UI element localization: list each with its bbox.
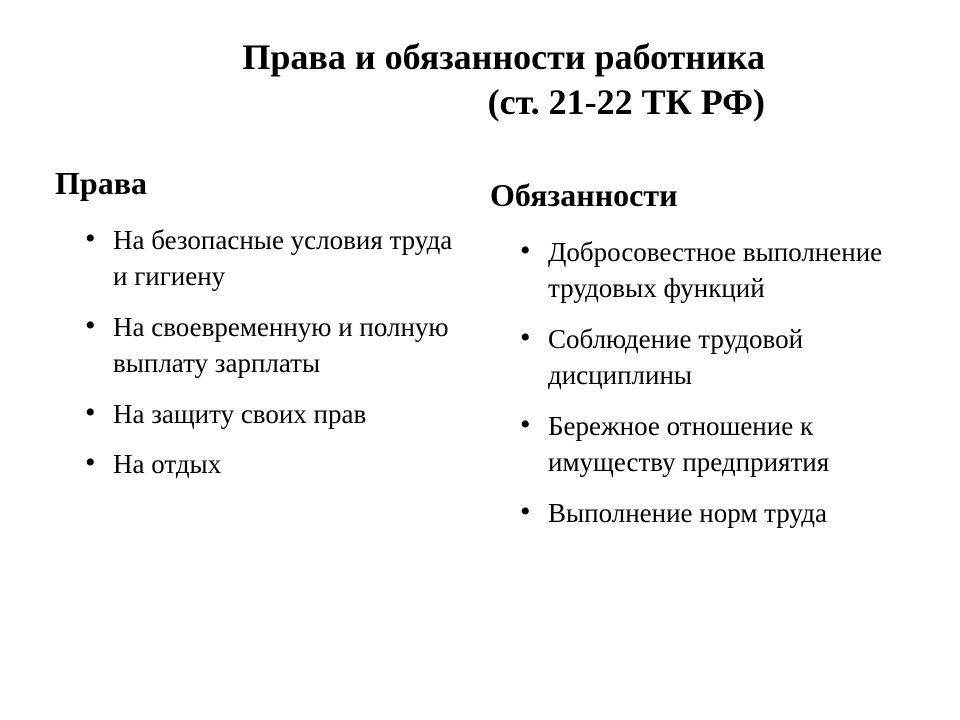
content-columns: Права На безопасные условия труда и гиги… [55,165,905,545]
list-item: Выполнение норм труда [520,495,905,531]
list-item: Соблюдение трудовой дисциплины [520,321,905,394]
title-line-1: Права и обязанности работника [55,35,765,80]
title-line-2: (ст. 21-22 ТК РФ) [55,80,765,125]
list-item: На отдых [85,446,470,482]
slide-title: Права и обязанности работника (ст. 21-22… [55,35,905,125]
left-heading: Права [55,165,470,202]
list-item: На своевременную и полную выплату зарпла… [85,309,470,382]
left-list: На безопасные условия труда и гигиену На… [55,222,470,483]
list-item: Добросовестное выполнение трудовых функц… [520,234,905,307]
list-item: На защиту своих прав [85,396,470,432]
right-list: Добросовестное выполнение трудовых функц… [490,234,905,531]
left-column: Права На безопасные условия труда и гиги… [55,165,470,545]
list-item: На безопасные условия труда и гигиену [85,222,470,295]
right-column: Обязанности Добросовестное выполнение тр… [490,165,905,545]
right-heading: Обязанности [490,177,905,214]
list-item: Бережное отношение к имуществу предприят… [520,408,905,481]
